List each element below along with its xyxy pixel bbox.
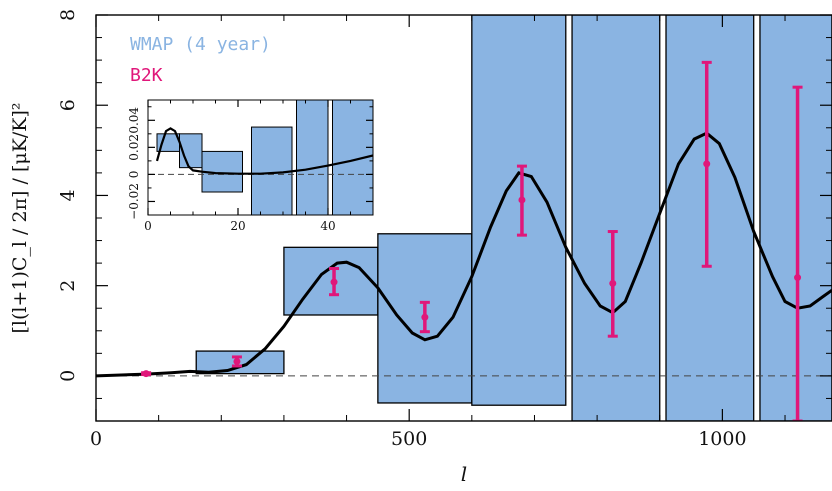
y-tick-label: 4 [57, 189, 79, 201]
legend-entry-b2k: B2K [130, 65, 163, 86]
wmap-boxes [195, 15, 832, 421]
x-tick-label: 0 [90, 428, 102, 450]
x-tick-label: 1000 [698, 428, 746, 450]
b2k-data-point [794, 274, 802, 282]
b2k-data-point [703, 160, 711, 168]
b2k-data-point [421, 313, 429, 321]
main-axis-ticks: 0 500 1000 0 2 4 6 8 [57, 9, 832, 450]
y-tick-label: 0.04 [127, 107, 141, 134]
wmap-bandpower-box [296, 100, 329, 215]
b2k-data-point [518, 196, 526, 204]
x-tick-label: 40 [320, 219, 335, 233]
y-tick-label: 0.02 [127, 134, 141, 161]
x-tick-label: 20 [230, 219, 245, 233]
legend-entry-wmap: WMAP (4 year) [130, 34, 271, 55]
y-tick-label: 6 [57, 99, 79, 111]
main-plot-area: 0 500 1000 0 2 4 6 8 [57, 9, 832, 450]
b2k-points [141, 60, 803, 421]
b2k-data-point [233, 357, 241, 365]
b2k-data-point [609, 279, 617, 287]
legend: WMAP (4 year) B2K [130, 34, 271, 86]
y-tick-label: −0.02 [127, 183, 141, 220]
wmap-bandpower-box [665, 15, 755, 421]
x-axis-title: l [461, 462, 467, 486]
x-tick-label: 500 [391, 428, 427, 450]
b2k-data-point [142, 370, 150, 378]
y-tick-label: 0 [127, 171, 141, 179]
wmap-bandpower-box [571, 15, 661, 421]
inset-model-curve [155, 127, 373, 175]
y-tick-label: 8 [57, 9, 79, 21]
b2k-data-point [330, 278, 338, 286]
model-curve [96, 131, 832, 378]
y-tick-label: 2 [57, 280, 79, 292]
x-tick-label: 0 [144, 219, 152, 233]
y-tick-label: 0 [57, 370, 79, 382]
y-axis-title: [l(l+1)C_l / 2π] / [μK/K]² [9, 102, 31, 333]
